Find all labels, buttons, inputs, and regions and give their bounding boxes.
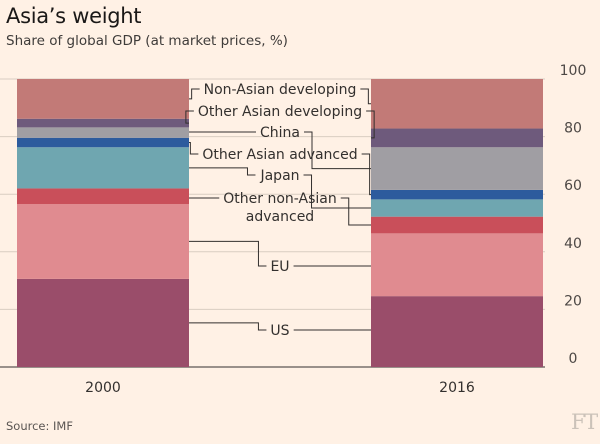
- bar-segment: [371, 79, 543, 129]
- label-connector: [189, 167, 256, 176]
- bar-segment: [371, 199, 543, 217]
- bar-segment: [17, 278, 189, 367]
- series-label: Other non-Asian advanced: [223, 191, 336, 225]
- y-tick-label: 60: [564, 178, 582, 194]
- series-label: US: [270, 323, 289, 339]
- bar-segment: [371, 216, 543, 234]
- label-connector: [340, 197, 371, 226]
- bar-segment: [371, 233, 543, 297]
- bar-segment: [17, 203, 189, 279]
- y-tick-label: 20: [564, 293, 582, 309]
- bar-segment: [371, 128, 543, 148]
- label-connector: [185, 110, 194, 124]
- bar-segment: [17, 79, 189, 119]
- bar-segment: [371, 147, 543, 190]
- bar-segment: [17, 147, 189, 189]
- y-tick-label: 80: [564, 121, 582, 137]
- bar-segment: [17, 137, 189, 148]
- bar-segment: [371, 296, 543, 367]
- series-label: Other Asian developing: [198, 104, 362, 120]
- ft-logo: FT: [571, 410, 598, 434]
- bar-segment: [17, 118, 189, 128]
- label-connector: [361, 153, 371, 196]
- y-tick-label: 0: [569, 351, 578, 367]
- x-category-label: 2000: [85, 380, 121, 396]
- series-label: Other Asian advanced: [202, 147, 357, 163]
- series-labels: US EU Other non-Asian advanced Japan Other As…: [198, 82, 362, 339]
- label-connector: [303, 174, 371, 209]
- y-axis-ticks: 0 20 40 60 80 100: [560, 63, 587, 367]
- bar-segment: [17, 127, 189, 138]
- chart-title: Asia’s weight: [6, 4, 142, 28]
- label-connector: [360, 88, 371, 105]
- y-tick-label: 100: [560, 63, 587, 79]
- label-connector: [189, 240, 267, 267]
- series-label: Japan: [259, 168, 299, 184]
- x-category-label: 2016: [439, 380, 475, 396]
- label-connector: [189, 142, 199, 155]
- x-axis-categories: 2000 2016: [85, 380, 475, 396]
- bars: [17, 79, 543, 367]
- label-connector: [366, 110, 375, 139]
- y-tick-label: 40: [564, 236, 582, 252]
- source-note: Source: IMF: [6, 419, 73, 433]
- bar-segment: [17, 188, 189, 204]
- series-label: China: [260, 125, 300, 141]
- label-connector: [304, 131, 371, 170]
- series-label: Non-Asian developing: [204, 82, 357, 98]
- chart-subtitle: Share of global GDP (at market prices, %…: [6, 33, 288, 49]
- label-connectors: [185, 88, 375, 331]
- label-connector: [189, 88, 200, 100]
- label-connector: [189, 322, 267, 331]
- series-label: EU: [270, 259, 289, 275]
- bar-segment: [371, 189, 543, 200]
